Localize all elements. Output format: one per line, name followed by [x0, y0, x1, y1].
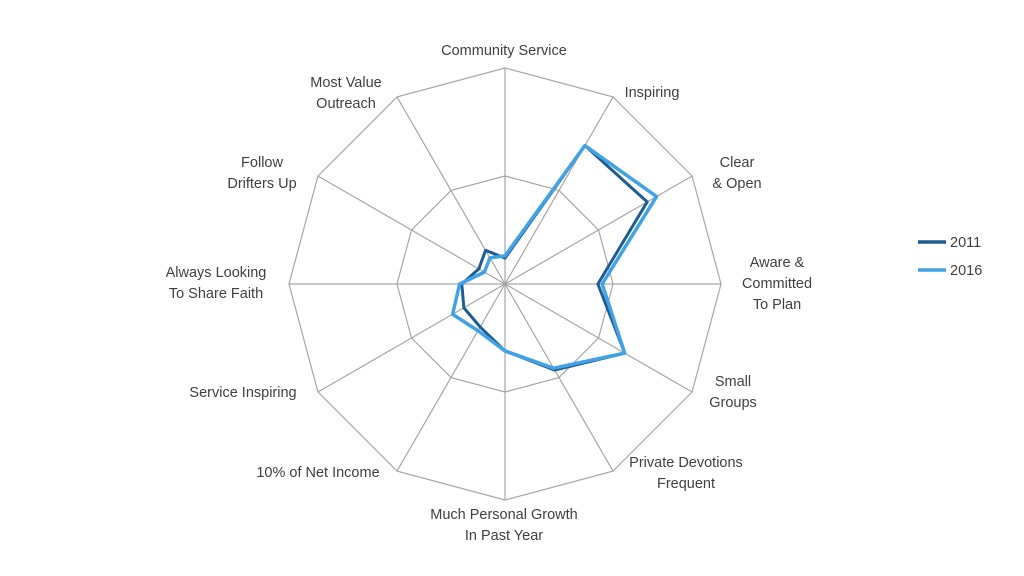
- axis-label-line: Community Service: [441, 43, 567, 59]
- legend[interactable]: 2011 2016: [918, 235, 982, 279]
- axis-spoke: [504, 175, 693, 285]
- axis-label: Inspiring: [625, 85, 680, 101]
- axis-label-line: Groups: [709, 395, 757, 411]
- axis-spoke: [317, 283, 506, 393]
- axis-label-line: Inspiring: [625, 85, 680, 101]
- axis-label: Always Looking To Share Faith: [166, 265, 267, 302]
- axis-label: Community Service: [441, 43, 567, 59]
- axis-label-line: Drifters Up: [227, 176, 296, 192]
- axis-label-line: Most Value: [310, 75, 381, 91]
- legend-item-2016[interactable]: 2016: [918, 263, 982, 279]
- axis-spoke: [317, 175, 506, 285]
- axis-label: Service Inspiring: [189, 385, 296, 401]
- axis-label-line: Always Looking: [166, 265, 267, 281]
- axis-label-line: Much Personal Growth: [430, 507, 577, 523]
- axis-label: Much Personal Growth In Past Year: [430, 507, 577, 544]
- radar-grid: [288, 67, 722, 501]
- legend-label: 2016: [950, 263, 982, 279]
- axis-label: Small Groups: [709, 374, 757, 411]
- axis-label-line: Frequent: [657, 476, 715, 492]
- axis-labels: Community Service Inspiring Clear & Open Awa…: [166, 43, 812, 544]
- axis-label: Aware & Committed To Plan: [742, 255, 812, 313]
- axis-label: 10% of Net Income: [256, 465, 379, 481]
- legend-item-2011[interactable]: 2011: [918, 235, 981, 251]
- axis-spoke: [504, 283, 693, 393]
- legend-label: 2011: [950, 235, 981, 251]
- axis-spoke: [504, 283, 614, 472]
- axis-label-line: Aware &: [750, 255, 805, 271]
- series-2016: [450, 143, 659, 370]
- axis-label-line: Committed: [742, 276, 812, 292]
- axis-label-line: Small: [715, 374, 751, 390]
- axis-label-line: Clear: [720, 155, 755, 171]
- axis-label-line: In Past Year: [465, 528, 543, 544]
- axis-label-line: To Plan: [753, 297, 801, 313]
- axis-label-line: Outreach: [316, 96, 376, 112]
- radar-series: [450, 143, 659, 372]
- axis-spoke: [396, 96, 506, 285]
- axis-label-line: 10% of Net Income: [256, 465, 379, 481]
- axis-label-line: Follow: [241, 155, 283, 171]
- axis-spoke: [504, 96, 614, 285]
- axis-label: Follow Drifters Up: [227, 155, 296, 192]
- axis-label-line: Service Inspiring: [189, 385, 296, 401]
- axis-label: Clear & Open: [712, 155, 761, 192]
- axis-label-line: Private Devotions: [629, 455, 743, 471]
- axis-spoke: [396, 283, 506, 472]
- axis-label-line: & Open: [712, 176, 761, 192]
- axis-label-line: To Share Faith: [169, 286, 263, 302]
- axis-label: Most Value Outreach: [310, 75, 381, 112]
- axis-label: Private Devotions Frequent: [629, 455, 743, 492]
